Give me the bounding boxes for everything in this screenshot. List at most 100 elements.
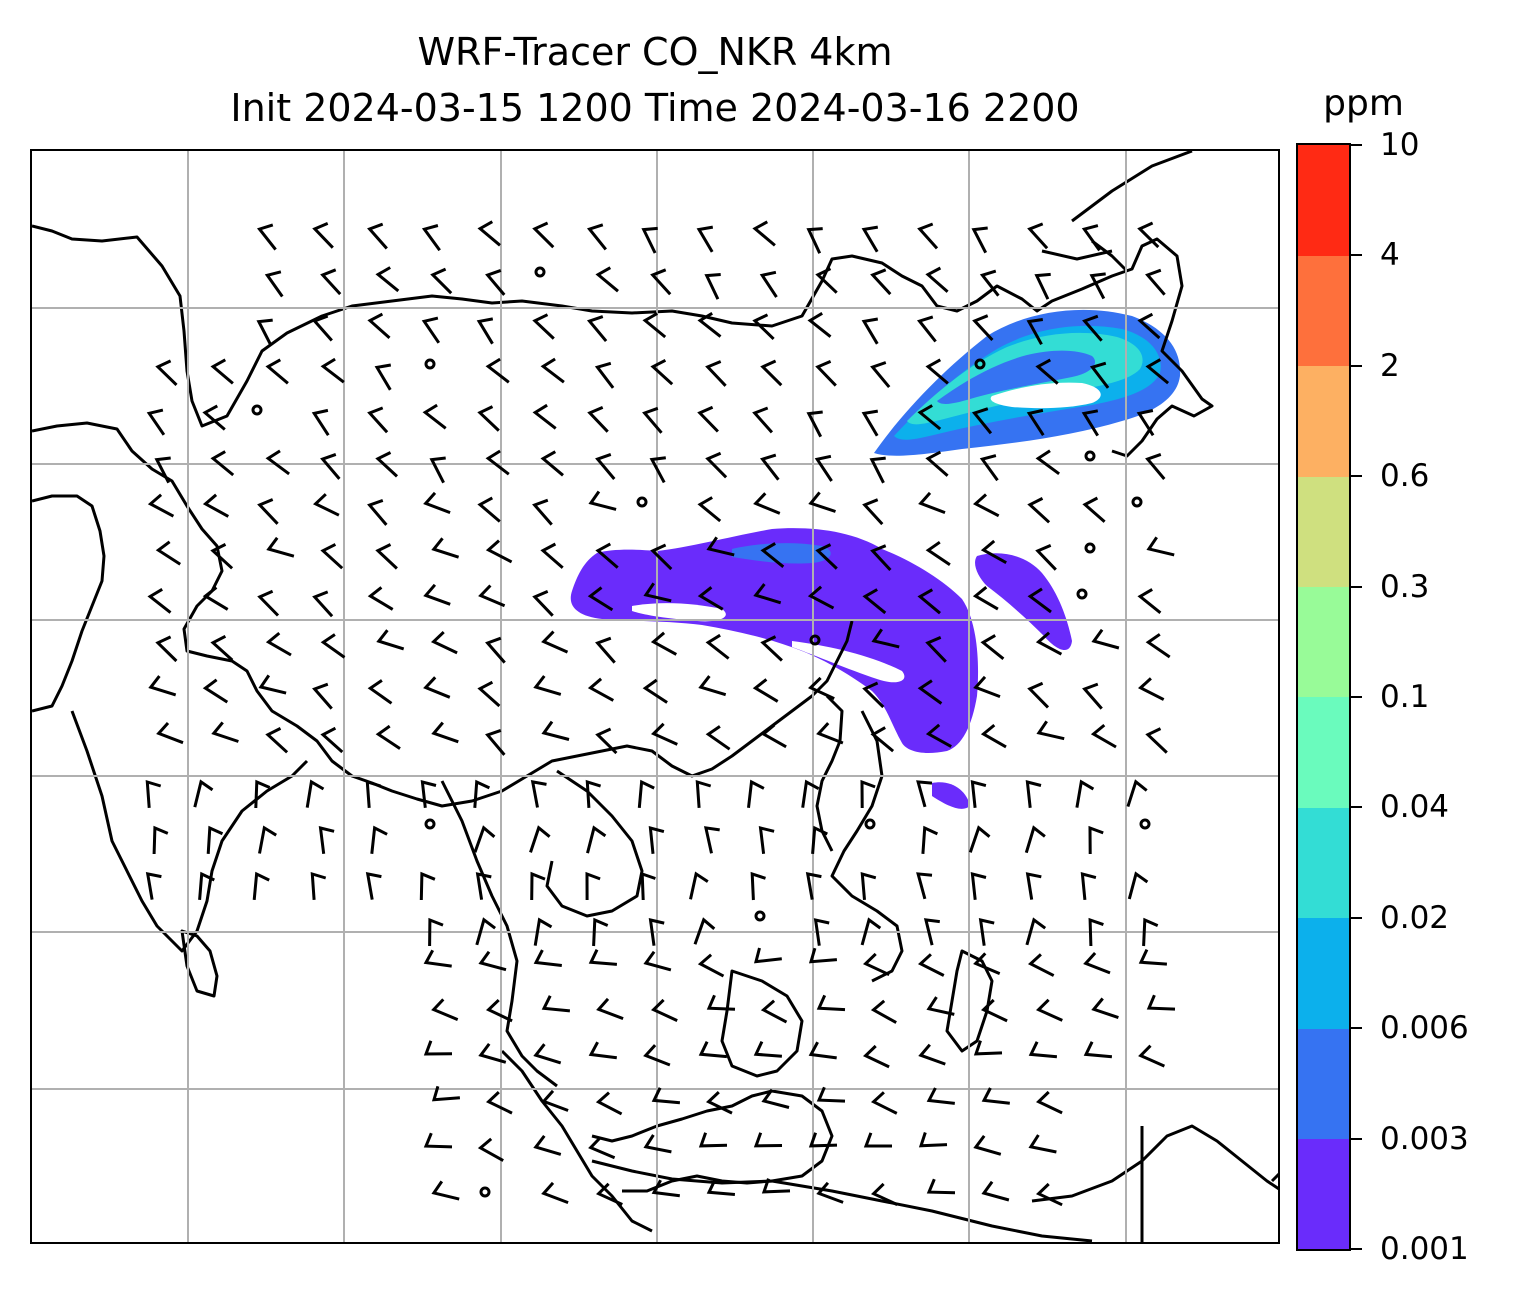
wind-barb	[651, 1087, 681, 1105]
wind-barb	[650, 268, 672, 296]
calm-wind-marker	[424, 818, 436, 830]
wind-barb	[705, 360, 727, 387]
wind-barb	[1145, 727, 1168, 754]
wind-barb	[254, 779, 271, 809]
wind-barb	[1091, 997, 1119, 1020]
wind-barb	[972, 314, 994, 342]
wind-barb	[871, 628, 900, 649]
wind-barb	[476, 317, 494, 345]
wind-barb	[431, 1180, 460, 1201]
wind-barb	[758, 826, 775, 854]
colorbar-tick-label: 0.04	[1380, 789, 1450, 826]
wind-barb	[925, 540, 951, 567]
wind-barb	[478, 584, 506, 608]
wind-barb	[588, 1136, 616, 1160]
wind-barb	[1027, 681, 1050, 709]
wind-barb	[422, 403, 447, 430]
wind-barb	[808, 947, 838, 964]
wind-barb	[973, 1040, 1003, 1056]
wind-barb	[870, 1182, 898, 1206]
wind-barb	[198, 871, 215, 901]
wind-barb	[861, 409, 879, 437]
wind-barb	[1137, 588, 1162, 614]
wind-barb	[258, 674, 287, 695]
wind-barb	[706, 536, 735, 557]
wind-barb	[595, 266, 619, 293]
colorbar-segment	[1298, 917, 1349, 1029]
wind-barb	[312, 222, 334, 249]
colorbar-tick	[1351, 806, 1362, 809]
wind-barb	[1137, 221, 1160, 249]
map-canvas	[32, 151, 1278, 1242]
wind-barb	[310, 871, 327, 901]
wind-barb	[431, 537, 460, 559]
wind-barb	[419, 871, 436, 901]
wind-barb	[595, 452, 616, 480]
wind-barb	[265, 358, 289, 385]
wind-barb	[925, 636, 947, 663]
chart-title-line2: Init 2024-03-15 1200 Time 2024-03-16 220…	[230, 86, 1080, 130]
wind-barb	[1027, 587, 1052, 614]
wind-barb	[1137, 677, 1165, 701]
calm-wind-marker	[479, 1186, 491, 1198]
wind-barb	[541, 995, 571, 1013]
wind-barb	[210, 450, 235, 477]
wind-barb	[753, 583, 782, 605]
wind-barb	[532, 590, 554, 617]
wind-barb	[1138, 948, 1168, 966]
wind-barb	[703, 826, 720, 854]
colorbar-tick-label: 0.3	[1380, 568, 1430, 605]
wind-barb	[252, 871, 270, 901]
wind-barb	[596, 997, 624, 1021]
colorbar	[1296, 143, 1351, 1251]
wind-barb	[587, 406, 609, 433]
colorbar-tick	[1351, 144, 1362, 146]
wind-barb	[541, 1089, 569, 1112]
wind-barb	[1035, 631, 1063, 656]
wind-barb	[431, 721, 459, 744]
wind-barb	[697, 312, 722, 338]
wind-barb	[760, 999, 788, 1024]
wind-barb	[1083, 951, 1111, 975]
wind-barb	[862, 498, 884, 526]
wind-barb	[533, 1134, 562, 1156]
wind-barb	[815, 267, 838, 294]
wind-barb	[642, 678, 668, 704]
wind-barb	[979, 269, 1000, 297]
colorbar-tick-label: 0.6	[1380, 458, 1430, 495]
wind-barb	[147, 588, 172, 614]
wind-barb	[861, 317, 879, 345]
calm-wind-marker	[636, 496, 648, 508]
wind-barb	[312, 493, 340, 517]
wind-barb	[1028, 1041, 1058, 1059]
colorbar-unit-label: ppm	[1323, 83, 1404, 124]
wind-barb	[376, 629, 405, 651]
colorbar-tick-label: 10	[1380, 127, 1420, 163]
colorbar-tick	[1351, 916, 1362, 919]
wind-barb	[1036, 720, 1065, 741]
wind-barb	[257, 589, 280, 617]
wind-barb	[318, 826, 335, 854]
wind-barb	[753, 1040, 783, 1058]
wind-barb	[752, 406, 774, 434]
wind-barb	[367, 312, 391, 340]
wind-barb	[257, 498, 279, 525]
colorbar-tick-label: 0.003	[1380, 1120, 1469, 1157]
colorbar-tick-label: 0.02	[1380, 899, 1450, 936]
wind-barb	[312, 314, 333, 342]
wind-barb	[423, 1040, 453, 1056]
wind-barb	[761, 1178, 791, 1194]
wind-barb	[258, 825, 277, 854]
wind-barb	[970, 779, 987, 808]
calm-wind-marker	[1084, 542, 1096, 554]
colorbar-segment	[1298, 365, 1349, 477]
calm-wind-marker	[1084, 450, 1096, 462]
wind-barb	[862, 1044, 890, 1069]
wind-barb	[485, 357, 510, 384]
wind-barb	[1035, 1090, 1063, 1115]
wind-barb	[320, 452, 341, 480]
wind-barb	[588, 490, 617, 511]
chart-title-line1: WRF-Tracer CO_NKR 4km	[417, 30, 893, 74]
wind-barb	[759, 453, 780, 481]
wind-barb	[477, 220, 501, 247]
